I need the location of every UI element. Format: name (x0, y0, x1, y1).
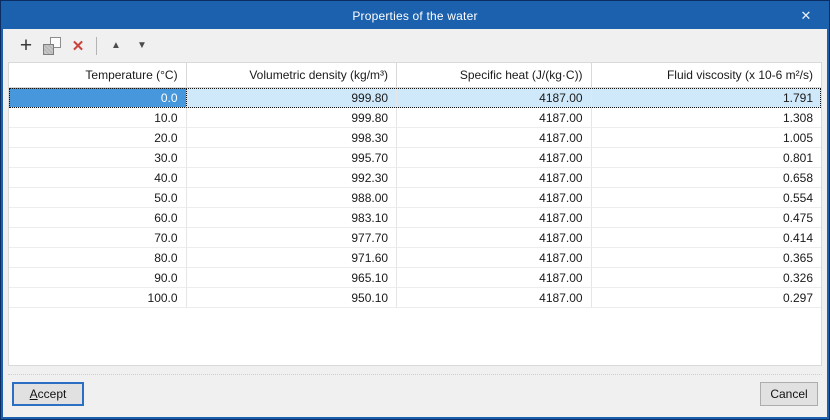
table-cell[interactable]: 988.00 (186, 188, 398, 208)
column-header-viscosity[interactable]: Fluid viscosity (x 10-6 m²/s) (666, 68, 813, 82)
table-cell[interactable]: 20.0 (9, 128, 187, 148)
table-cell[interactable]: 0.475 (591, 208, 821, 228)
table-cell[interactable]: 70.0 (9, 228, 187, 248)
table-body: 0.0 999.80 4187.00 1.791 10.0 999.80 4187.00 1.… (9, 88, 821, 308)
close-icon: ✕ (800, 8, 812, 23)
table-cell[interactable]: 4187.00 (397, 168, 592, 188)
table-row[interactable]: 50.0 988.00 4187.00 0.554 (9, 188, 821, 208)
add-row-button[interactable]: + (14, 34, 38, 58)
table-row[interactable]: 90.0 965.10 4187.00 0.326 (9, 268, 821, 288)
table-cell[interactable]: 4187.00 (397, 268, 592, 288)
table-cell[interactable]: 998.30 (186, 128, 398, 148)
table-cell[interactable]: 4187.00 (397, 288, 592, 308)
table-cell[interactable]: 0.414 (591, 228, 821, 248)
table-cell[interactable]: 0.365 (591, 248, 821, 268)
table-cell[interactable]: 4187.00 (397, 188, 592, 208)
delete-row-button[interactable]: ✕ (66, 34, 90, 58)
table-row[interactable]: 100.0 950.10 4187.00 0.297 (9, 288, 821, 308)
table-cell[interactable]: 4187.00 (397, 88, 592, 108)
table-row[interactable]: 60.0 983.10 4187.00 0.475 (9, 208, 821, 228)
delete-icon: ✕ (71, 37, 85, 55)
table-cell[interactable]: 971.60 (186, 248, 398, 268)
table-row[interactable]: 10.0 999.80 4187.00 1.308 (9, 108, 821, 128)
table-cell[interactable]: 100.0 (9, 288, 187, 308)
table-cell[interactable]: 950.10 (186, 288, 398, 308)
table-cell[interactable]: 80.0 (9, 248, 187, 268)
table-cell[interactable]: 0.554 (591, 188, 821, 208)
table-cell[interactable]: 60.0 (9, 208, 187, 228)
table-cell[interactable]: 4187.00 (397, 148, 592, 168)
table-row[interactable]: 80.0 971.60 4187.00 0.365 (9, 248, 821, 268)
table-cell[interactable]: 0.297 (591, 288, 821, 308)
table-cell[interactable]: 4187.00 (397, 208, 592, 228)
table-cell[interactable]: 50.0 (9, 188, 187, 208)
table-cell[interactable]: 999.80 (186, 88, 398, 108)
table-cell[interactable]: 30.0 (9, 148, 187, 168)
table-cell[interactable]: 992.30 (186, 168, 398, 188)
close-button[interactable]: ✕ (785, 3, 827, 29)
table-cell[interactable]: 1.005 (591, 128, 821, 148)
cancel-button[interactable]: Cancel (760, 382, 818, 406)
table-cell[interactable]: 977.70 (186, 228, 398, 248)
table-cell[interactable]: 10.0 (9, 108, 187, 128)
table-cell[interactable]: 0.658 (591, 168, 821, 188)
table-cell[interactable]: 4187.00 (397, 108, 592, 128)
move-up-button[interactable]: ▲ (104, 34, 128, 58)
table-header: Temperature (°C) Volumetric density (kg/… (9, 63, 821, 88)
table-row[interactable]: 0.0 999.80 4187.00 1.791 (9, 88, 821, 108)
table-row[interactable]: 20.0 998.30 4187.00 1.005 (9, 128, 821, 148)
window-title: Properties of the water (352, 9, 478, 23)
table-cell[interactable]: 4187.00 (397, 228, 592, 248)
table-row[interactable]: 30.0 995.70 4187.00 0.801 (9, 148, 821, 168)
plus-icon: + (19, 33, 33, 57)
table-cell[interactable]: 4187.00 (397, 128, 592, 148)
table-cell[interactable]: 4187.00 (397, 248, 592, 268)
column-header-temperature[interactable]: Temperature (°C) (9, 63, 187, 87)
arrow-down-icon: ▼ (137, 40, 147, 51)
table-cell[interactable]: 90.0 (9, 268, 187, 288)
bottom-bar: Accept Cancel (3, 366, 827, 417)
button-bar-divider (8, 374, 822, 375)
move-down-button[interactable]: ▼ (130, 34, 154, 58)
table-cell[interactable]: 995.70 (186, 148, 398, 168)
titlebar[interactable]: Properties of the water ✕ (3, 3, 827, 29)
table-cell[interactable]: 1.308 (591, 108, 821, 128)
arrow-up-icon: ▲ (111, 40, 121, 51)
table-row[interactable]: 70.0 977.70 4187.00 0.414 (9, 228, 821, 248)
table-cell[interactable]: 0.326 (591, 268, 821, 288)
table-row[interactable]: 40.0 992.30 4187.00 0.658 (9, 168, 821, 188)
column-header-density[interactable]: Volumetric density (kg/m³) (187, 63, 398, 87)
table-cell[interactable]: 965.10 (186, 268, 398, 288)
column-header-specific-heat[interactable]: Specific heat (J/(kg·C)) (397, 63, 592, 87)
toolbar: + ✕ ▲ ▼ (3, 29, 827, 62)
table-cell[interactable]: 0.0 (9, 88, 187, 108)
copy-row-button[interactable] (40, 34, 64, 58)
properties-table: Temperature (°C) Volumetric density (kg/… (8, 62, 822, 366)
table-cell[interactable]: 1.791 (591, 88, 821, 108)
table-cell[interactable]: 0.801 (591, 148, 821, 168)
table-cell[interactable]: 40.0 (9, 168, 187, 188)
accept-button[interactable]: Accept (12, 382, 84, 406)
table-cell[interactable]: 983.10 (186, 208, 398, 228)
table-cell[interactable]: 999.80 (186, 108, 398, 128)
toolbar-separator (96, 36, 97, 55)
copy-icon (43, 36, 61, 55)
